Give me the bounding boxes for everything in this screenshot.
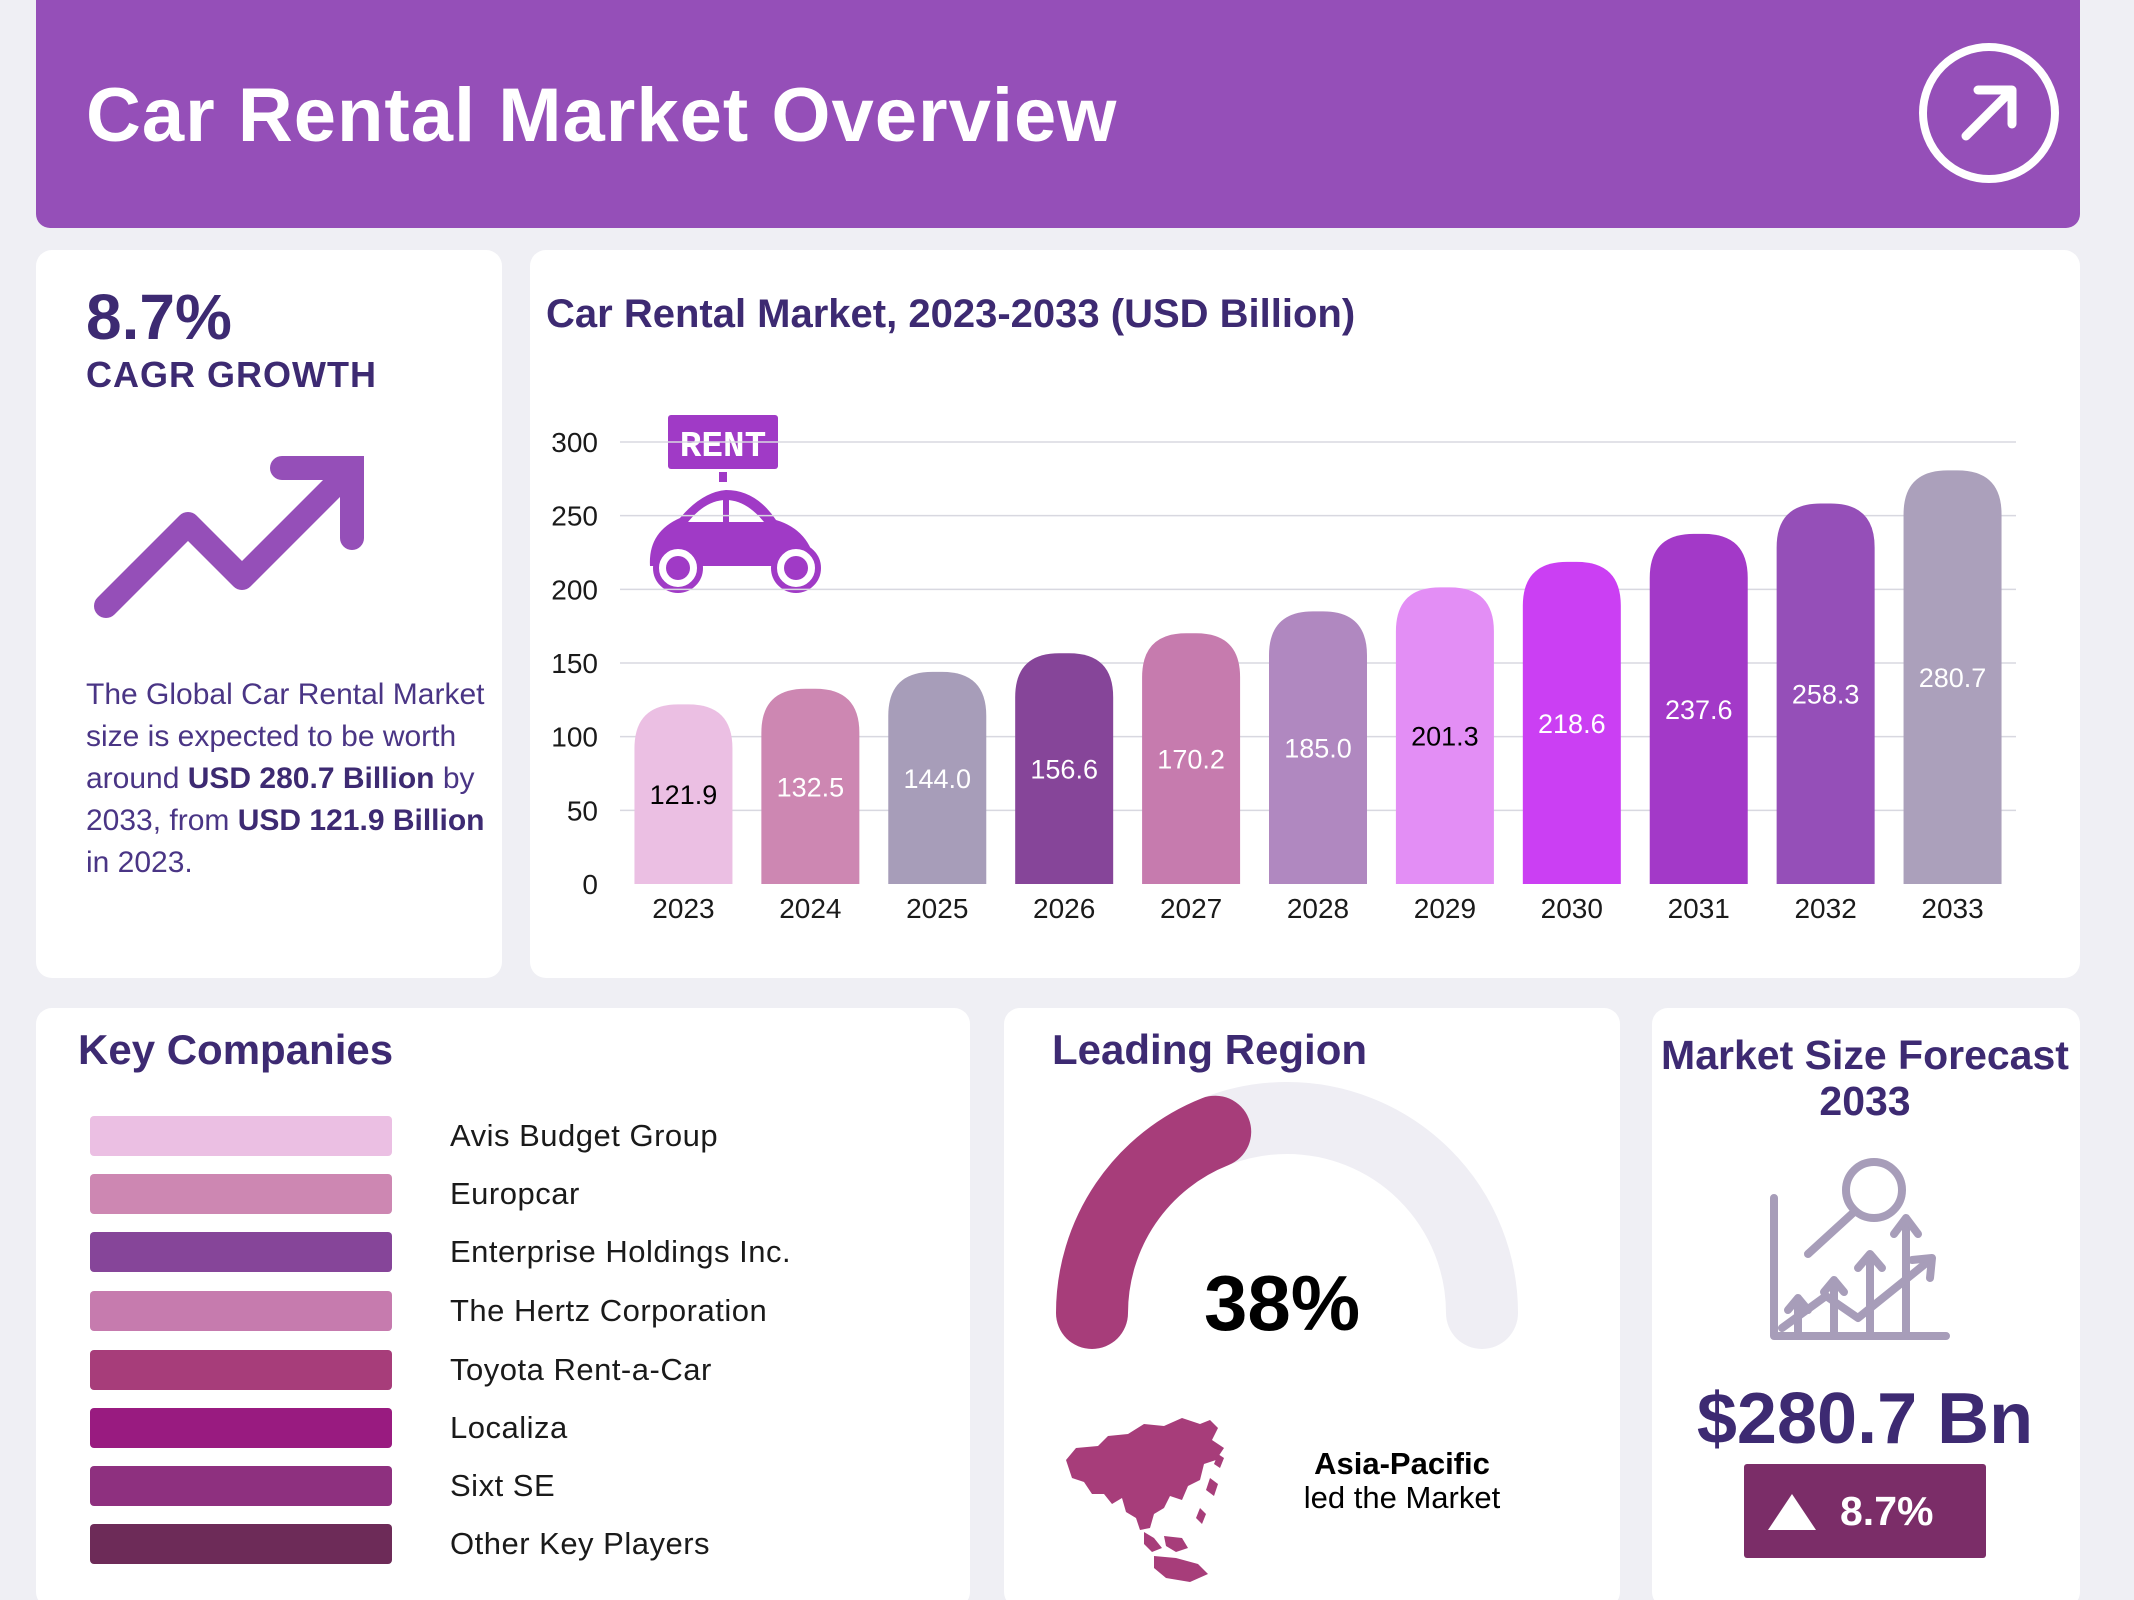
bar-2026 bbox=[1015, 653, 1114, 884]
company-name: Enterprise Holdings Inc. bbox=[450, 1234, 792, 1269]
x-tick-label: 2031 bbox=[1668, 893, 1730, 924]
company-row: Toyota Rent-a-Car bbox=[90, 1350, 850, 1390]
companies-title: Key Companies bbox=[78, 1026, 394, 1073]
region-name: Asia-Pacific bbox=[1314, 1446, 1490, 1481]
company-name: Avis Budget Group bbox=[450, 1118, 719, 1153]
y-tick-label: 200 bbox=[551, 574, 598, 605]
company-name: Sixt SE bbox=[450, 1468, 556, 1503]
company-row: Localiza bbox=[90, 1408, 850, 1448]
x-tick-label: 2025 bbox=[906, 893, 968, 924]
asia-pacific-map-icon bbox=[1066, 1418, 1224, 1582]
x-tick-label: 2029 bbox=[1414, 893, 1476, 924]
cagr-text-highlight: USD 280.7 Billion bbox=[187, 762, 435, 795]
bar-2028 bbox=[1269, 611, 1367, 884]
arrow-up-right-icon[interactable] bbox=[1918, 42, 2060, 184]
x-tick-label: 2033 bbox=[1921, 893, 1983, 924]
x-tick-label: 2023 bbox=[652, 893, 714, 924]
triangle-up-icon bbox=[1768, 1494, 1816, 1530]
chart-card: Car Rental Market, 2023-2033 (USD Billio… bbox=[530, 250, 2080, 978]
bar-value-label: 121.9 bbox=[650, 780, 718, 810]
x-tick-label: 2030 bbox=[1541, 893, 1603, 924]
chart-title: Car Rental Market, 2023-2033 (USD Billio… bbox=[546, 292, 1356, 336]
company-row: Sixt SE bbox=[90, 1466, 850, 1506]
company-row: Enterprise Holdings Inc. bbox=[90, 1232, 850, 1272]
company-swatch bbox=[90, 1232, 392, 1272]
company-row: Europcar bbox=[90, 1174, 850, 1214]
cagr-text-part: The Global Car Rental Market size is exp… bbox=[86, 678, 485, 795]
bar-value-label: 170.2 bbox=[1157, 745, 1225, 775]
cagr-text-part: in 2023. bbox=[86, 846, 193, 879]
company-name: Toyota Rent-a-Car bbox=[450, 1352, 712, 1387]
x-tick-label: 2026 bbox=[1033, 893, 1095, 924]
trend-up-arrow-icon bbox=[94, 456, 364, 618]
y-tick-label: 250 bbox=[551, 501, 598, 532]
forecast-card: Market Size Forecast 2033 $280.7 Bn 8.7% bbox=[1652, 1008, 2080, 1600]
growth-chart-magnifier-icon bbox=[1770, 1158, 1950, 1340]
cagr-text-part: by 2033, from bbox=[86, 762, 475, 837]
region-percent: 38% bbox=[1204, 1259, 1361, 1347]
company-swatch bbox=[90, 1524, 392, 1564]
company-name: Localiza bbox=[450, 1410, 568, 1445]
company-swatch bbox=[90, 1116, 392, 1156]
bar-2027 bbox=[1142, 633, 1241, 884]
x-tick-label: 2028 bbox=[1287, 893, 1349, 924]
cagr-label: CAGR GROWTH bbox=[86, 354, 377, 395]
company-name: The Hertz Corporation bbox=[450, 1293, 768, 1328]
cagr-value: 8.7% bbox=[86, 281, 232, 353]
cagr-text-highlight: USD 121.9 Billion bbox=[237, 804, 485, 837]
region-title: Leading Region bbox=[1052, 1026, 1367, 1073]
company-swatch bbox=[90, 1466, 392, 1506]
header-banner: Car Rental Market Overview bbox=[36, 0, 2080, 228]
company-row: The Hertz Corporation bbox=[90, 1291, 850, 1331]
cagr-card: 8.7% CAGR GROWTH The Global Car Rental M… bbox=[36, 250, 502, 978]
bar-value-label: 185.0 bbox=[1284, 734, 1352, 764]
bar-2025 bbox=[888, 671, 987, 884]
bar-2033 bbox=[1903, 470, 2002, 884]
company-swatch bbox=[90, 1350, 392, 1390]
rent-car-icon: RENT bbox=[649, 415, 821, 593]
cagr-description: The Global Car Rental Market size is exp… bbox=[86, 674, 506, 884]
bar-2023 bbox=[634, 704, 733, 884]
bar-value-label: 237.6 bbox=[1665, 695, 1733, 725]
region-gauge bbox=[1056, 1082, 1518, 1582]
companies-card: Key Companies Avis Budget Group Europcar… bbox=[36, 1008, 970, 1600]
bar-value-label: 144.0 bbox=[903, 764, 971, 794]
growth-value: 8.7% bbox=[1840, 1488, 1934, 1534]
x-tick-label: 2032 bbox=[1794, 893, 1856, 924]
gauge-fill bbox=[1056, 1095, 1252, 1349]
bar-value-label: 258.3 bbox=[1792, 680, 1860, 710]
bar-chart: RENT 0 50 100 150 200 250 300 121.9 132.5 144.0 1… bbox=[551, 415, 2016, 924]
page-title: Car Rental Market Overview bbox=[86, 73, 1118, 158]
y-tick-label: 50 bbox=[567, 795, 598, 826]
company-name: Europcar bbox=[450, 1176, 580, 1211]
bar-value-label: 218.6 bbox=[1538, 709, 1606, 739]
x-tick-label: 2024 bbox=[779, 893, 841, 924]
y-tick-label: 300 bbox=[551, 427, 598, 458]
company-row: Other Key Players bbox=[90, 1524, 850, 1564]
bar-2032 bbox=[1776, 503, 1875, 884]
bar-value-label: 132.5 bbox=[777, 772, 845, 802]
bar-value-label: 201.3 bbox=[1411, 722, 1479, 752]
bar-value-label: 280.7 bbox=[1919, 663, 1987, 693]
company-name: Other Key Players bbox=[450, 1526, 711, 1561]
bar-value-label: 156.6 bbox=[1030, 755, 1098, 785]
forecast-value: $280.7 Bn bbox=[1696, 1379, 2034, 1459]
y-tick-label: 100 bbox=[551, 722, 598, 753]
y-tick-label: 150 bbox=[551, 648, 598, 679]
company-swatch bbox=[90, 1291, 392, 1331]
bar-2031 bbox=[1649, 533, 1748, 884]
y-tick-label: 0 bbox=[582, 869, 598, 900]
growth-badge: 8.7% bbox=[1744, 1464, 1986, 1558]
bar-2029 bbox=[1395, 587, 1494, 884]
company-swatch bbox=[90, 1408, 392, 1448]
region-description: led the Market bbox=[1303, 1480, 1501, 1515]
bar-2030 bbox=[1522, 561, 1621, 884]
forecast-title: Market Size Forecast 2033 bbox=[1661, 1032, 2069, 1124]
bar-2024 bbox=[761, 688, 860, 884]
x-tick-label: 2027 bbox=[1160, 893, 1222, 924]
company-swatch bbox=[90, 1174, 392, 1214]
rent-sign-text: RENT bbox=[680, 426, 766, 467]
company-row: Avis Budget Group bbox=[90, 1116, 850, 1156]
region-card: Leading Region 38% Asia-Pacific led the … bbox=[1004, 1008, 1620, 1600]
